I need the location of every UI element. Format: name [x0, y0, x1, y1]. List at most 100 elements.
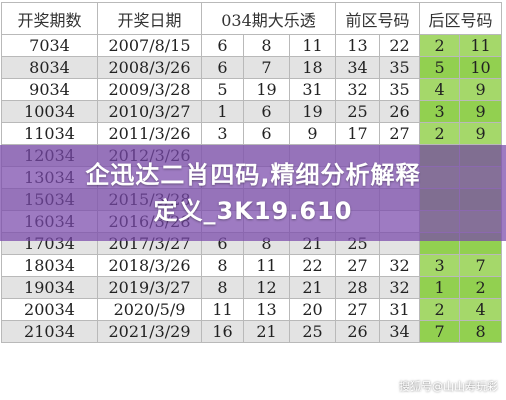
issue-cell: 19034	[1, 276, 98, 299]
back-1-cell: 4	[419, 78, 461, 101]
front-5-cell: 35	[379, 56, 421, 79]
front-5-cell: 26	[379, 100, 421, 123]
date-cell: 2009/3/28	[97, 78, 202, 101]
back-1-cell: 2	[419, 298, 461, 321]
front-3-cell: 9	[288, 122, 337, 145]
front-2-cell: 7	[243, 56, 290, 79]
front-3-cell: 25	[288, 320, 337, 343]
back-2-cell: 9	[459, 100, 503, 123]
back-1-cell: 5	[419, 56, 461, 79]
front-2-cell: 8	[243, 34, 290, 57]
table-row: 8034 2008/3/26 6 7 18 34 35 5 10	[1, 56, 503, 79]
front-4-cell: 32	[335, 78, 381, 101]
front-4-cell: 26	[335, 320, 381, 343]
issue-cell: 10034	[1, 100, 98, 123]
front-5-cell: 34	[379, 320, 421, 343]
front-2-cell: 13	[243, 298, 290, 321]
back-2-cell: 10	[459, 56, 503, 79]
date-cell: 2021/3/29	[97, 320, 202, 343]
back-2-cell: 4	[459, 298, 503, 321]
back-1-cell: 7	[419, 320, 461, 343]
front-1-cell: 8	[201, 276, 244, 299]
back-1-cell: 3	[419, 254, 461, 277]
front-5-cell: 22	[379, 34, 421, 57]
banner-line-1: 企迅达二肖四码,精细分析解释	[85, 161, 421, 189]
back-1-cell: 1	[419, 276, 461, 299]
front-1-cell: 1	[201, 100, 244, 123]
front-4-cell: 27	[335, 254, 381, 277]
front-5-cell: 27	[379, 122, 421, 145]
front-1-cell: 5	[201, 78, 244, 101]
issue-cell: 11034	[1, 122, 98, 145]
front-2-cell: 6	[243, 122, 290, 145]
table-row: 18034 2018/3/26 8 11 22 27 32 3 7	[1, 254, 503, 277]
table-row: 10034 2010/3/27 1 6 19 25 26 3 9	[1, 100, 503, 123]
header-back-zone: 后区号码	[419, 2, 503, 35]
back-1-cell: 3	[419, 100, 461, 123]
table-row: 9034 2009/3/28 5 19 31 32 35 4 9	[1, 78, 503, 101]
date-cell: 2018/3/26	[97, 254, 202, 277]
header-title: 034期大乐透	[200, 2, 337, 35]
table-row: 7034 2007/8/15 6 8 11 13 22 2 11	[1, 34, 503, 57]
issue-cell: 7034	[1, 34, 98, 57]
back-2-cell: 8	[459, 320, 503, 343]
front-5-cell: 35	[379, 78, 421, 101]
front-1-cell: 6	[201, 56, 244, 79]
table-row: 21034 2021/3/29 16 21 25 26 34 7 8	[1, 320, 503, 343]
front-1-cell: 6	[201, 34, 244, 57]
front-5-cell: 31	[379, 298, 421, 321]
banner-line-2: 定义_3K19.610	[153, 197, 353, 225]
date-cell: 2020/5/9	[97, 298, 202, 321]
front-1-cell: 3	[201, 122, 244, 145]
front-2-cell: 6	[243, 100, 290, 123]
front-1-cell: 8	[201, 254, 244, 277]
date-cell: 2010/3/27	[97, 100, 202, 123]
table-row: 19034 2019/3/27 8 12 21 28 32 1 2	[1, 276, 503, 299]
issue-cell: 9034	[1, 78, 98, 101]
back-2-cell: 9	[459, 122, 503, 145]
front-2-cell: 11	[243, 254, 290, 277]
table-row: 20034 2020/5/9 11 13 20 27 31 2 4	[1, 298, 503, 321]
front-4-cell: 17	[335, 122, 381, 145]
front-3-cell: 11	[288, 34, 337, 57]
front-2-cell: 19	[243, 78, 290, 101]
front-3-cell: 20	[288, 298, 337, 321]
front-5-cell: 32	[379, 254, 421, 277]
paw-icon	[384, 380, 396, 392]
front-3-cell: 18	[288, 56, 337, 79]
issue-cell: 20034	[1, 298, 98, 321]
header-date: 开奖日期	[97, 2, 202, 35]
date-cell: 2008/3/26	[97, 56, 202, 79]
front-1-cell: 11	[201, 298, 244, 321]
back-2-cell: 9	[459, 78, 503, 101]
header-issue: 开奖期数	[1, 2, 98, 35]
title-banner: 企迅达二肖四码,精细分析解释 定义_3K19.610	[0, 145, 506, 241]
back-1-cell: 2	[419, 34, 461, 57]
back-2-cell: 11	[459, 34, 503, 57]
header-front-zone: 前区号码	[335, 2, 421, 35]
front-2-cell: 21	[243, 320, 290, 343]
front-4-cell: 27	[335, 298, 381, 321]
banner-text: 企迅达二肖四码,精细分析解释 定义_3K19.610	[0, 145, 506, 241]
back-2-cell: 7	[459, 254, 503, 277]
back-2-cell: 2	[459, 276, 503, 299]
front-4-cell: 25	[335, 100, 381, 123]
table-row: 11034 2011/3/26 3 6 9 17 27 2 9	[1, 122, 503, 145]
issue-cell: 18034	[1, 254, 98, 277]
issue-cell: 8034	[1, 56, 98, 79]
date-cell: 2011/3/26	[97, 122, 202, 145]
front-5-cell: 32	[379, 276, 421, 299]
issue-cell: 21034	[1, 320, 98, 343]
front-2-cell: 12	[243, 276, 290, 299]
front-4-cell: 13	[335, 34, 381, 57]
back-1-cell: 2	[419, 122, 461, 145]
date-cell: 2019/3/27	[97, 276, 202, 299]
date-cell: 2007/8/15	[97, 34, 202, 57]
watermark-text: 搜狐号@山山寿玩彩	[399, 380, 498, 393]
front-3-cell: 22	[288, 254, 337, 277]
watermark: 搜狐号@山山寿玩彩	[384, 378, 498, 394]
front-3-cell: 19	[288, 100, 337, 123]
front-1-cell: 16	[201, 320, 244, 343]
table-header-row: 开奖期数 开奖日期 034期大乐透 前区号码 后区号码	[1, 2, 503, 35]
